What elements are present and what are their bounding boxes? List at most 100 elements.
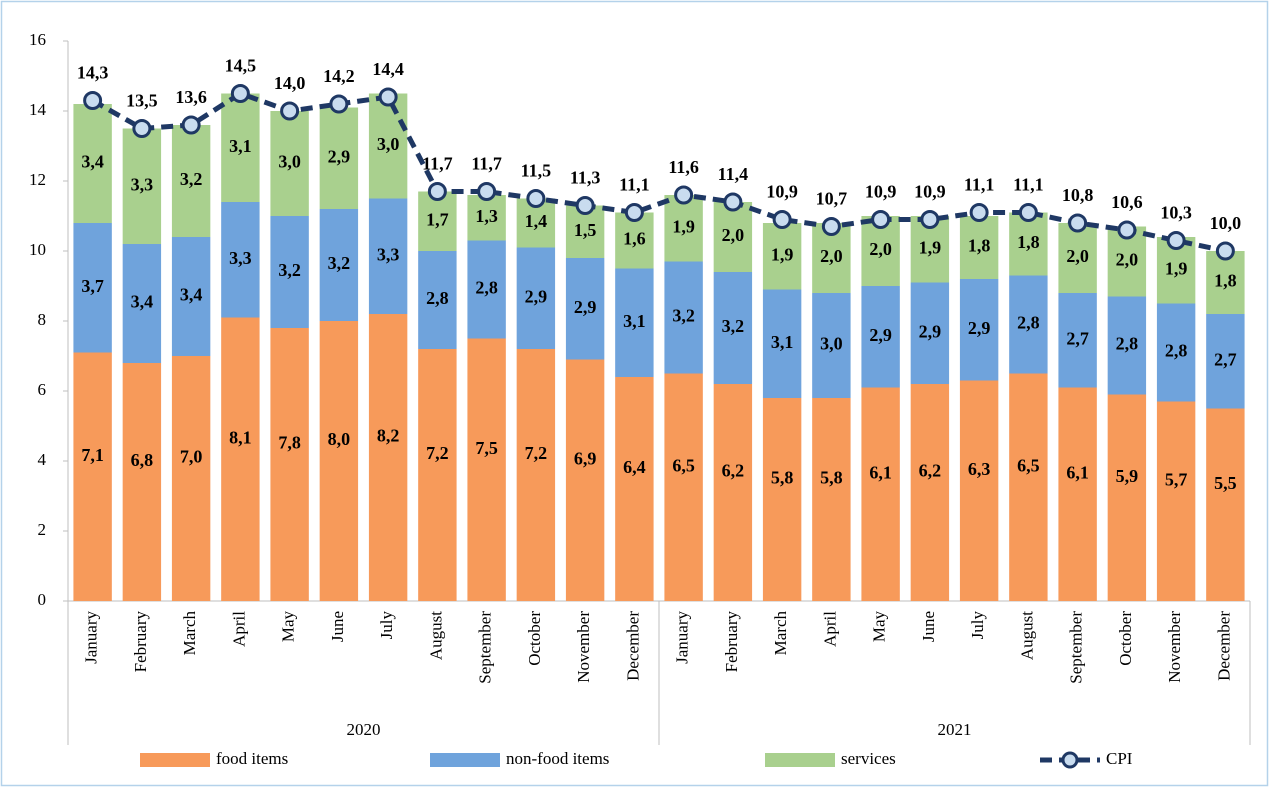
cpi-marker: [772, 210, 792, 229]
data-label: 8,0: [328, 429, 351, 449]
bar-segment: [861, 286, 900, 388]
data-label: 10,8: [1062, 185, 1094, 205]
bar-segment: [1107, 296, 1147, 395]
data-label: 1,5: [574, 220, 597, 240]
x-tick-label: November: [574, 611, 593, 683]
data-label: 11,7: [422, 154, 453, 174]
bar-segment: [1156, 401, 1196, 601]
bar-segment: [122, 363, 162, 601]
bar-segment: [418, 349, 457, 601]
data-label: 7,2: [426, 443, 449, 463]
data-label: 10,3: [1160, 203, 1192, 223]
bar-segment: [221, 202, 260, 318]
bar-segment: [319, 107, 359, 209]
cpi-marker: [132, 119, 152, 138]
data-label: 1,6: [623, 229, 646, 249]
bar-segment: [368, 198, 408, 314]
data-label: 7,2: [525, 443, 548, 463]
bar-segment: [713, 272, 753, 384]
data-label: 11,5: [521, 161, 552, 181]
bar-segment: [467, 195, 506, 241]
data-label: 1,8: [968, 236, 991, 256]
cpi-marker: [378, 87, 398, 107]
y-tick-label: 2: [38, 520, 47, 539]
bar-segment: [1206, 314, 1245, 409]
data-label: 11,1: [964, 175, 995, 195]
bar-segment: [664, 261, 703, 374]
bar-segment: [861, 387, 900, 601]
bar-segment: [171, 237, 211, 356]
bar-segment: [418, 191, 457, 251]
data-label: 6,5: [672, 455, 695, 475]
data-label: 3,7: [81, 276, 104, 296]
bar-segment: [959, 216, 999, 279]
data-label: 6,3: [968, 459, 991, 479]
data-label: 6,2: [919, 461, 942, 481]
data-label: 7,8: [278, 433, 301, 453]
legend-label: non-food items: [506, 749, 609, 768]
x-tick-label: September: [1067, 611, 1086, 684]
bar-segment: [73, 223, 112, 353]
bar-segment: [171, 125, 211, 237]
data-label: 3,3: [229, 248, 252, 268]
data-label: 6,1: [869, 462, 892, 482]
data-label: 3,2: [722, 316, 745, 336]
data-label: 3,1: [771, 332, 794, 352]
data-label: 11,1: [1013, 175, 1044, 195]
y-tick-label: 10: [29, 240, 46, 259]
bar-segment: [73, 352, 112, 601]
data-label: 7,0: [180, 447, 203, 467]
bar-segment: [221, 93, 260, 202]
data-label: 2,7: [1066, 328, 1089, 348]
data-label: 6,5: [1017, 455, 1040, 475]
data-label: 6,2: [722, 461, 745, 481]
bar-segment: [812, 293, 851, 398]
x-tick-label: February: [722, 611, 741, 673]
y-tick-label: 0: [38, 590, 47, 609]
bar-segment: [1058, 387, 1097, 601]
y-tick-label: 16: [29, 30, 46, 49]
x-tick-label: August: [1017, 611, 1036, 660]
data-label: 14,3: [77, 63, 109, 83]
data-label: 10,0: [1210, 213, 1242, 233]
bar-segment: [270, 111, 309, 216]
data-label: 1,8: [1214, 271, 1237, 291]
data-label: 10,6: [1111, 192, 1143, 212]
bar-segment: [615, 268, 654, 377]
x-tick-label: December: [1214, 611, 1233, 681]
data-label: 10,9: [865, 182, 897, 202]
cpi-marker: [181, 115, 201, 135]
data-label: 5,8: [771, 468, 794, 488]
group-label: 2020: [347, 720, 381, 739]
data-label: 2,0: [820, 246, 843, 266]
x-tick-label: June: [328, 611, 347, 642]
data-label: 3,2: [328, 253, 351, 273]
data-label: 5,7: [1165, 469, 1188, 489]
data-label: 14,5: [225, 56, 257, 76]
bar-segment: [467, 338, 506, 601]
x-tick-label: March: [180, 611, 199, 656]
legend-label: CPI: [1106, 749, 1133, 768]
data-label: 7,5: [475, 438, 498, 458]
x-tick-label: April: [820, 611, 839, 647]
data-label: 6,8: [131, 450, 154, 470]
data-label: 13,6: [175, 87, 207, 107]
data-label: 1,8: [1017, 232, 1040, 252]
cpi-marker: [1068, 213, 1088, 233]
bar-segment: [762, 223, 802, 290]
data-label: 2,0: [1116, 250, 1139, 270]
y-tick-label: 14: [29, 100, 47, 119]
cpi-marker: [1117, 220, 1137, 240]
data-label: 11,3: [570, 168, 601, 188]
bar-segment: [1009, 212, 1048, 276]
bar-segment: [762, 289, 802, 398]
x-tick-label: January: [82, 611, 101, 664]
data-label: 3,2: [672, 306, 695, 326]
data-label: 13,5: [126, 91, 158, 111]
x-tick-label: October: [1116, 611, 1135, 666]
data-label: 2,8: [1165, 341, 1188, 361]
legend-swatch: [765, 753, 835, 767]
data-label: 6,4: [623, 457, 646, 477]
data-label: 5,8: [820, 468, 843, 488]
cpi-marker: [723, 192, 743, 212]
